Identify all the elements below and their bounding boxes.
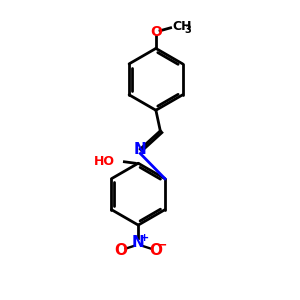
Text: 3: 3: [184, 25, 191, 35]
Text: CH: CH: [172, 20, 192, 33]
Text: O: O: [115, 243, 128, 258]
Text: N: N: [132, 235, 145, 250]
Text: O: O: [149, 243, 162, 258]
Text: HO: HO: [94, 155, 115, 168]
Text: N: N: [134, 142, 147, 157]
Text: −: −: [157, 238, 167, 251]
Text: +: +: [140, 233, 149, 243]
Text: O: O: [150, 25, 162, 39]
